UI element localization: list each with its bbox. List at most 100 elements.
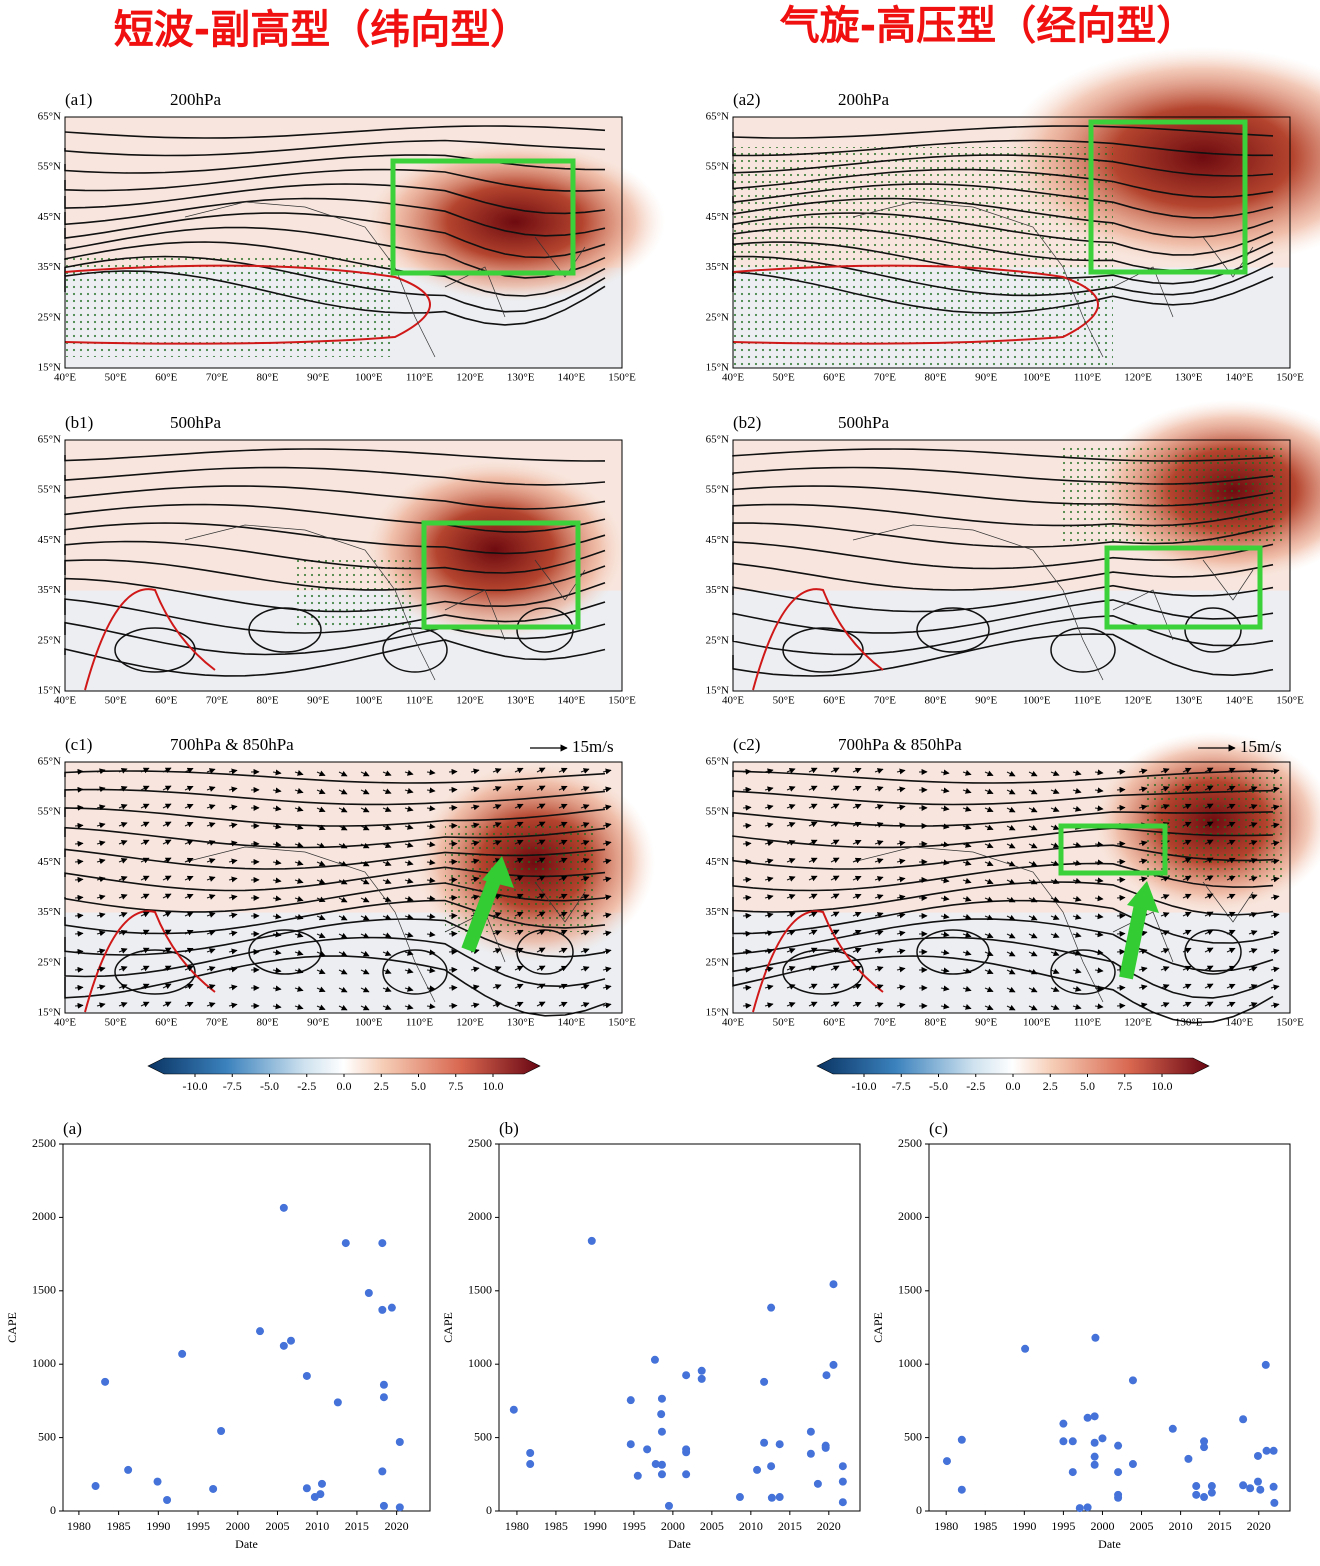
wind-vector — [316, 932, 326, 939]
region-box — [1104, 545, 1263, 630]
wind-vector — [360, 968, 370, 975]
x-axis-label: Date — [668, 1537, 691, 1551]
wind-vector — [404, 769, 414, 776]
wind-vector — [316, 824, 326, 831]
lon-label: 70°E — [206, 1017, 228, 1029]
lat-label: 25°N — [38, 311, 61, 323]
colorbar: -10.0 -7.5 -5.0 -2.5 0.0 2.5 5.0 7.5 10.0 — [147, 1057, 541, 1093]
lat-label: 35°N — [706, 584, 729, 596]
wind-vector — [140, 839, 150, 846]
wind-vector — [316, 896, 326, 903]
lat-label: 55°N — [38, 161, 61, 173]
wind-vector — [74, 822, 84, 829]
data-point — [1184, 1454, 1193, 1463]
contour-line — [64, 540, 606, 574]
wind-vector — [1160, 930, 1170, 936]
map-cool-band — [733, 912, 1290, 1013]
wind-vector — [140, 785, 150, 792]
data-point — [1114, 1468, 1123, 1477]
panel-label: (b2) — [733, 413, 761, 432]
contour-line — [64, 466, 606, 486]
significance-dots — [445, 822, 595, 932]
wind-vector — [786, 786, 796, 792]
wind-vector — [228, 876, 238, 883]
wind-vector — [1248, 930, 1258, 936]
wind-vector — [184, 767, 194, 774]
wind-vector — [742, 1002, 752, 1009]
wind-vector — [118, 984, 128, 990]
wind-vector — [184, 1001, 194, 1008]
wind-vector — [426, 985, 436, 992]
wind-vector — [140, 803, 150, 810]
lon-label: 140°E — [1226, 1017, 1254, 1029]
wind-vector — [96, 1002, 106, 1009]
wind-vector — [1248, 894, 1258, 900]
wind-vector — [764, 894, 774, 901]
wind-vector — [162, 875, 172, 882]
data-point — [379, 1501, 388, 1510]
wind-vector — [1072, 895, 1082, 902]
wind-vector — [1006, 896, 1016, 903]
wind-vector — [74, 984, 84, 991]
colorbar-tick-label: 7.5 — [448, 1079, 463, 1093]
wind-vector — [360, 788, 370, 795]
wind-vector — [852, 857, 862, 864]
wind-vector — [228, 984, 238, 991]
contour-ring — [916, 607, 990, 653]
wind-vector — [1204, 965, 1214, 972]
x-tick-label: 2015 — [345, 1519, 369, 1533]
x-tick-label: 2015 — [1208, 1519, 1232, 1533]
wind-vector — [940, 769, 950, 776]
data-point — [1021, 1344, 1030, 1353]
lat-label: 55°N — [38, 484, 61, 496]
x-tick-label: 2000 — [661, 1519, 685, 1533]
wind-vector — [602, 984, 612, 991]
wind-vector — [1204, 785, 1214, 792]
data-point — [101, 1377, 110, 1386]
contour-line — [732, 562, 1274, 591]
data-point — [1068, 1468, 1077, 1477]
flow-arrow — [1119, 893, 1150, 980]
wind-vector — [404, 787, 414, 794]
wind-vector — [536, 911, 546, 918]
wind-vector — [580, 966, 590, 972]
x-tick-label: 1985 — [973, 1519, 997, 1533]
wind-vector — [404, 823, 414, 830]
colorbar-tick-label: 0.0 — [1006, 1079, 1021, 1093]
lon-label: 70°E — [874, 372, 896, 384]
wind-vector — [1094, 895, 1104, 902]
wind-vector — [470, 768, 480, 775]
contour-line — [732, 448, 1274, 462]
colorbar-tick-label: 10.0 — [1152, 1079, 1173, 1093]
contour-ring — [248, 607, 322, 653]
lat-label: 25°N — [38, 634, 61, 646]
wind-vector — [1138, 876, 1148, 883]
lon-label: 140°E — [558, 1017, 586, 1029]
wind-vector — [1204, 857, 1214, 864]
wind-vector — [382, 932, 392, 939]
contour-line — [732, 827, 1274, 849]
wind-vector — [1204, 839, 1214, 846]
wind-vector — [558, 1001, 568, 1008]
wind-vector — [426, 823, 436, 830]
wind-vector — [984, 842, 994, 849]
data-point — [753, 1465, 762, 1474]
x-tick-label: 2005 — [1130, 1519, 1154, 1533]
wind-vector — [184, 839, 194, 846]
wind-vector — [1028, 806, 1038, 813]
wind-vector — [962, 842, 972, 848]
wind-vector — [962, 950, 972, 956]
wind-vector — [940, 859, 950, 866]
contour-line — [64, 577, 606, 613]
wind-vector — [514, 839, 524, 846]
lon-label: 130°E — [1175, 695, 1203, 707]
lon-label: 80°E — [256, 372, 278, 384]
wind-vector — [602, 768, 612, 775]
wind-vector — [786, 822, 796, 828]
panel-label: (c1) — [65, 735, 92, 754]
wind-vector — [1138, 948, 1148, 955]
wind-vector — [1226, 929, 1236, 936]
wind-vector — [742, 786, 752, 793]
panel-header: 短波-副高型（纬向型） — [114, 7, 531, 53]
contour-line — [64, 522, 606, 555]
